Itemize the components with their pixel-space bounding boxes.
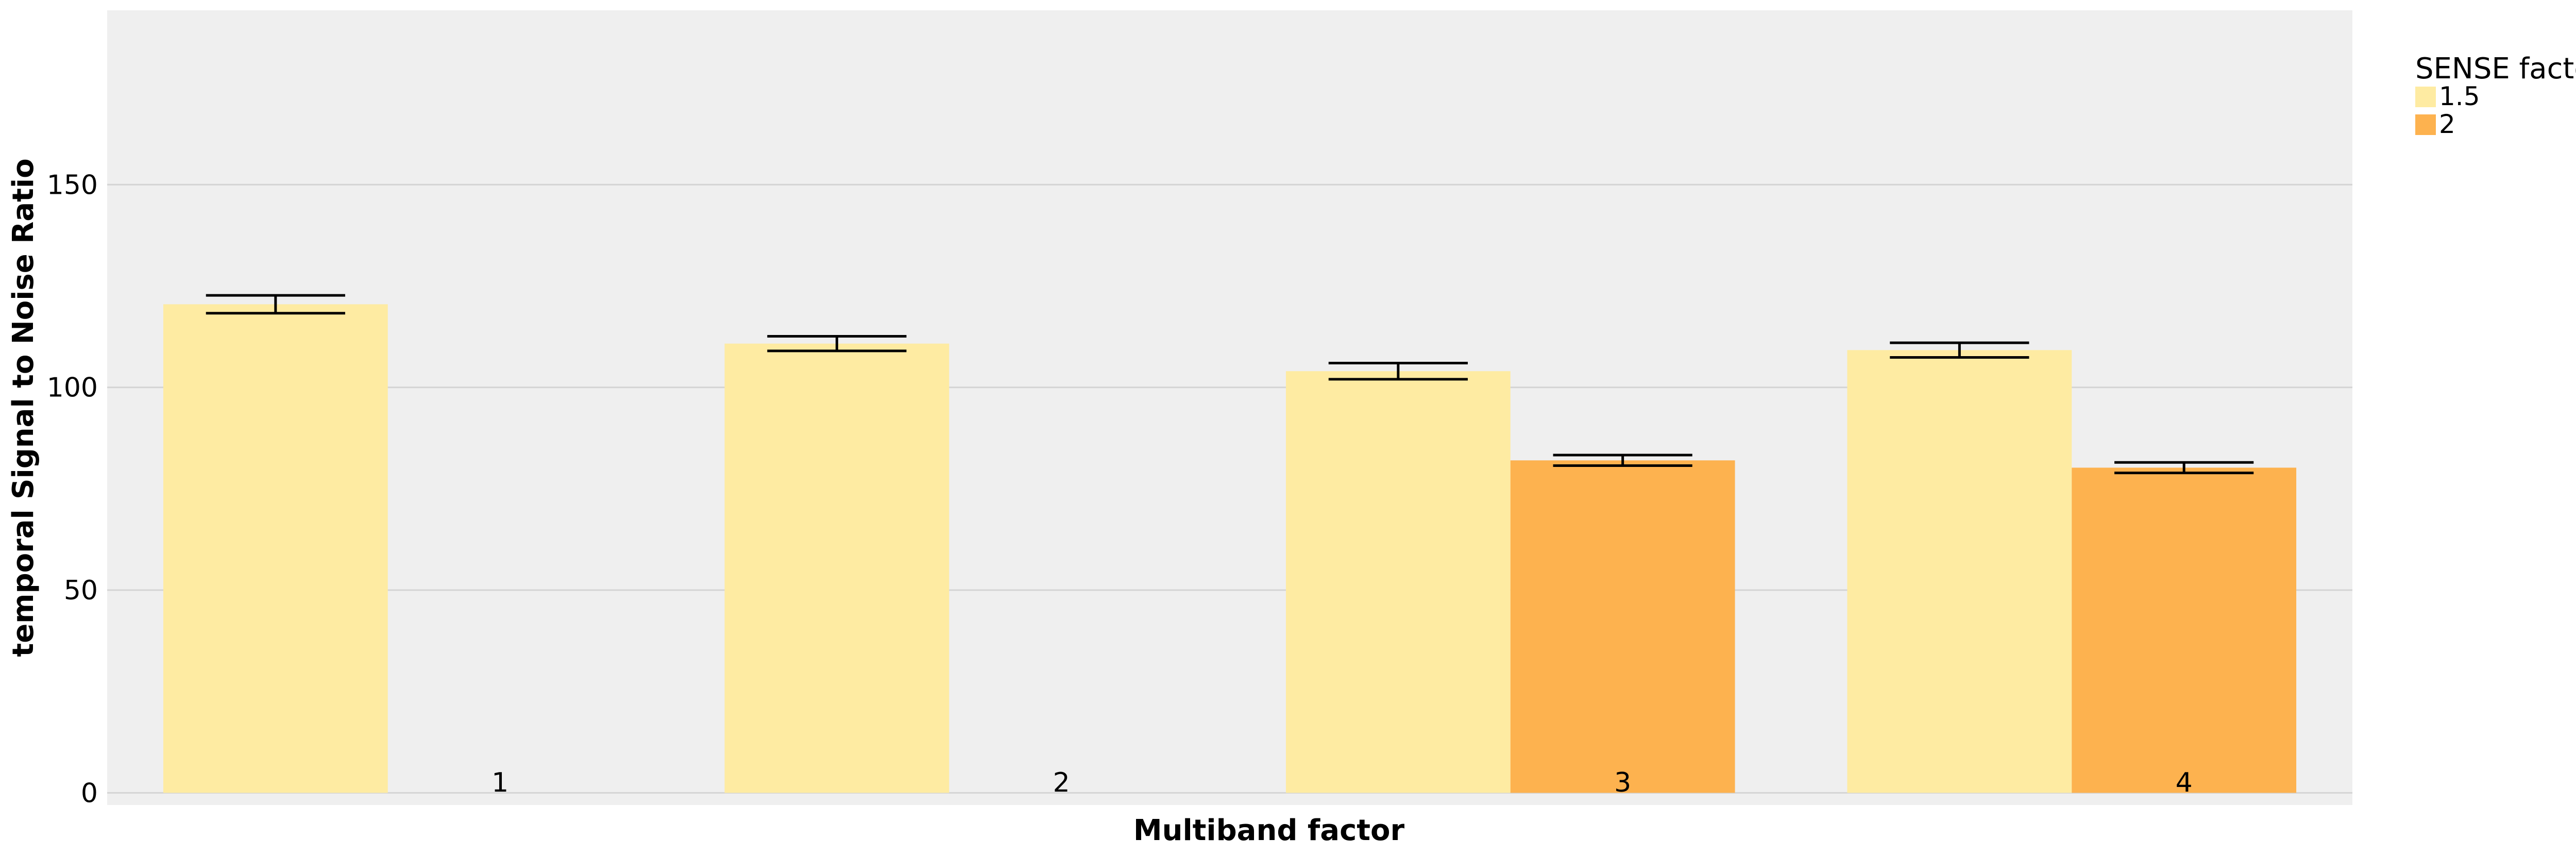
x-tick-label: 3 <box>1614 767 1631 798</box>
y-axis-title: temporal Signal to Noise Ratio <box>7 158 40 657</box>
bar <box>163 304 388 793</box>
y-tick-labels: 0 50 100 150 <box>47 170 98 809</box>
bar <box>2072 467 2297 793</box>
legend-label: 2 <box>2439 109 2455 139</box>
error-bars <box>206 294 2254 475</box>
legend-items: 1.52 <box>2415 81 2480 139</box>
y-tick-label: 100 <box>47 373 98 404</box>
y-tick-label: 150 <box>47 170 98 200</box>
x-tick-label: 4 <box>2176 767 2193 798</box>
x-tick-label: 1 <box>492 767 509 798</box>
x-axis-title: Multiband factor <box>1133 814 1405 847</box>
bar <box>1847 350 2072 793</box>
bars <box>163 304 2297 793</box>
bar <box>724 343 950 793</box>
legend-swatch <box>2415 87 2436 107</box>
legend: SENSE factor 1.52 <box>2415 52 2576 139</box>
bar <box>1285 371 1511 793</box>
legend-swatch <box>2415 114 2436 135</box>
legend-label: 1.5 <box>2439 81 2480 111</box>
y-tick-label: 50 <box>64 575 98 606</box>
legend-title: SENSE factor <box>2415 52 2576 86</box>
y-tick-label: 0 <box>81 778 98 809</box>
bar <box>1510 460 1735 793</box>
x-tick-label: 2 <box>1053 767 1070 798</box>
x-tick-labels: 1 2 3 4 <box>492 767 2193 798</box>
